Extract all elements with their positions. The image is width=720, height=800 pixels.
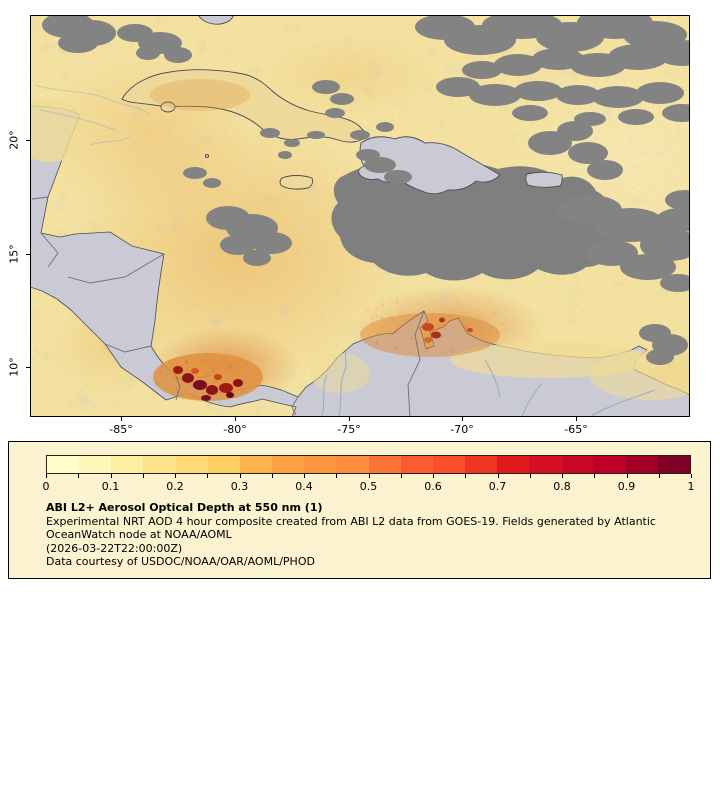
colorbar-segment <box>593 456 626 473</box>
x-axis-tick-label: -70° <box>450 423 474 436</box>
cayman <box>204 153 210 159</box>
colorbar-tick-labels: 0 0.1 0.2 0.3 0.4 0.5 0.6 0.7 0.8 0.9 1 <box>42 480 695 494</box>
colorbar-segment <box>465 456 498 473</box>
y-axis-tick <box>26 254 30 255</box>
y-axis-tick-label: 10° <box>7 357 21 377</box>
colorbar-tick-label: 0.1 <box>101 480 120 493</box>
colorbar-segment <box>47 456 80 473</box>
colorbar-tick-label: 0.7 <box>488 480 507 493</box>
river-lines <box>34 84 656 417</box>
map-area: -85° -80° -75° -70° -65° 20° 15° 10° <box>8 15 690 436</box>
y-axis-tick-label: 20° <box>7 130 21 150</box>
legend-description-line2: OceanWatch node at NOAA/AOML <box>46 528 232 541</box>
colorbar-ticks <box>46 474 692 479</box>
colorbar-tick <box>46 474 47 478</box>
colorbar-segment <box>143 456 176 473</box>
isle-of-youth <box>160 101 176 113</box>
map-frame <box>30 15 690 417</box>
cuba <box>121 69 369 143</box>
colorbar-segment <box>400 456 433 473</box>
florida-tip <box>197 15 235 25</box>
colorbar-tick-label: 0.2 <box>166 480 184 493</box>
colorbar-segment <box>304 456 337 473</box>
colorbar-segment <box>368 456 401 473</box>
legend-box: 0 0.1 0.2 0.3 0.4 0.5 0.6 0.7 0.8 0.9 1 ABI L2+ Ae… <box>8 441 711 579</box>
colorbar-segment <box>272 456 305 473</box>
colorbar-tick-label: 0.3 <box>230 480 249 493</box>
colorbar-tick <box>658 474 660 478</box>
cuba-aod-tint <box>150 79 250 111</box>
x-axis-tick <box>349 417 350 421</box>
colorbar-segment <box>111 456 144 473</box>
legend-title: ABI L2+ Aerosol Optical Depth at 550 nm … <box>46 501 323 514</box>
colorbar-tick <box>529 474 531 478</box>
colorbar-tick <box>562 474 563 478</box>
colorbar-tick <box>207 474 209 478</box>
cloud-central-mass <box>331 161 615 281</box>
x-axis-tick-label: -65° <box>564 423 588 436</box>
colorbar-segment <box>657 456 691 473</box>
x-axis-tick-label: -80° <box>223 423 247 436</box>
colorbar-tick <box>497 474 499 478</box>
legend-text: ABI L2+ Aerosol Optical Depth at 550 nm … <box>46 501 696 569</box>
colorbar-tick <box>110 474 112 478</box>
colorbar-tick <box>594 474 596 478</box>
colorbar-tick <box>78 474 80 478</box>
colorbar-tick <box>626 474 628 478</box>
colorbar-tick <box>239 474 241 478</box>
puerto-rico <box>525 171 563 188</box>
colorbar-tick-label: 0.8 <box>553 480 571 493</box>
colorbar-tick-label: 0.4 <box>295 480 313 493</box>
colorbar-tick-label: 0.6 <box>424 480 442 493</box>
legend-description-line1: Experimental NRT AOD 4 hour composite cr… <box>46 514 656 528</box>
colorbar-segment <box>79 456 112 473</box>
x-axis-tick <box>121 417 122 421</box>
y-axis-tick <box>26 140 30 141</box>
jamaica <box>279 175 313 190</box>
x-axis-tick <box>576 417 577 421</box>
colorbar-segment <box>561 456 594 473</box>
colorbar-segment <box>207 456 240 473</box>
colorbar-tick <box>142 474 144 478</box>
colorbar-tick-label: 0.9 <box>617 480 636 493</box>
colorbar-tick <box>271 474 273 478</box>
x-axis-tick-label: -75° <box>337 423 361 436</box>
colorbar-segment <box>497 456 530 473</box>
colorbar-segment <box>175 456 208 473</box>
colorbar-tick-label: 1 <box>687 480 695 493</box>
aod-map <box>30 15 690 417</box>
y-axis-tick-label: 15° <box>7 244 21 264</box>
colorbar <box>46 455 691 474</box>
colorbar-segment <box>625 456 658 473</box>
colorbar-tick <box>304 474 305 478</box>
x-axis-tick <box>235 417 236 421</box>
colorbar-segment <box>239 456 273 473</box>
colorbar-segment <box>529 456 562 473</box>
colorbar-tick <box>465 474 467 478</box>
x-axis-tick <box>462 417 463 421</box>
island-layer <box>121 15 369 190</box>
legend-credit: Data courtesy of USDOC/NOAA/OAR/AOML/PHO… <box>46 555 315 568</box>
colorbar-tick <box>336 474 338 478</box>
colorbar-tick <box>691 474 692 478</box>
colorbar-tick <box>368 474 370 478</box>
cloud-layer <box>42 15 690 365</box>
colorbar-tick-label: 0 <box>42 480 50 493</box>
legend-timestamp: (2026-03-22T22:00:00Z) <box>46 541 183 555</box>
colorbar-tick <box>400 474 402 478</box>
colorbar-segment <box>336 456 369 473</box>
colorbar-segment <box>432 456 466 473</box>
colorbar-tick <box>433 474 434 478</box>
cloud-over-hispaniola <box>356 149 412 184</box>
colorbar-tick-label: 0.5 <box>359 480 378 493</box>
x-axis-tick-label: -85° <box>109 423 133 436</box>
colorbar-tick <box>175 474 176 478</box>
y-axis-tick <box>26 367 30 368</box>
